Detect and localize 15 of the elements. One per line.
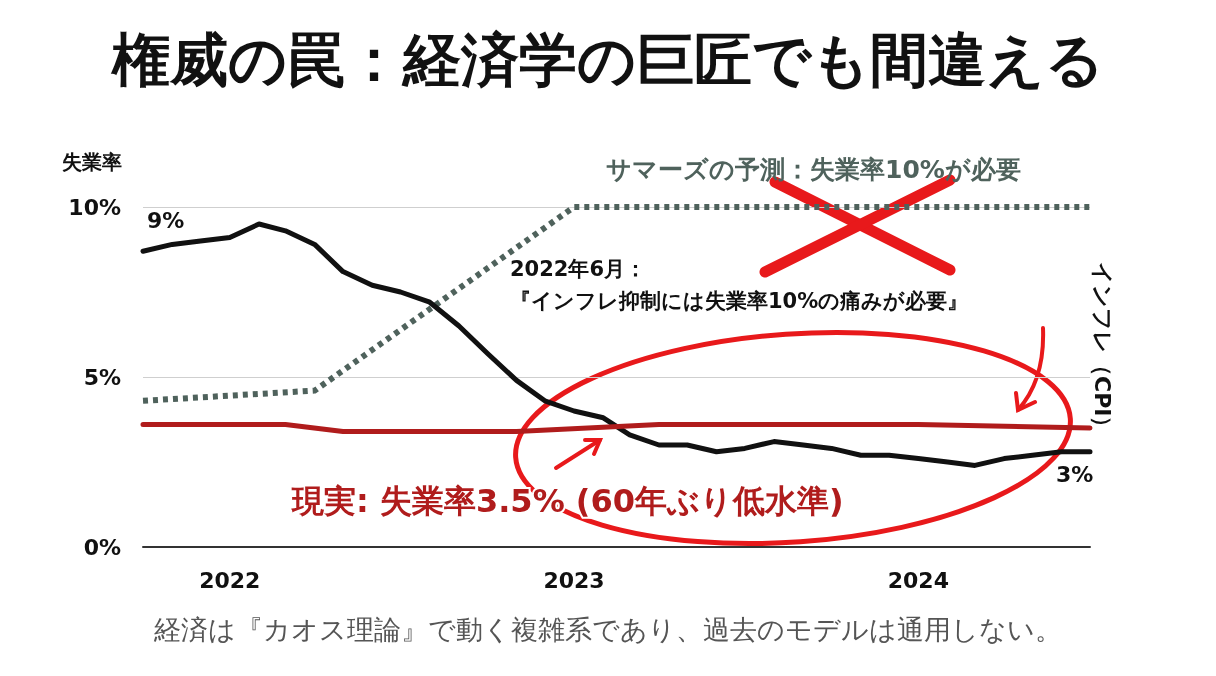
text: インフレ（CPI） bbox=[1089, 262, 1115, 439]
series-label: サマーズの予測：失業率10%が必要 bbox=[606, 155, 1021, 184]
y-tick-label: 0% bbox=[83, 534, 121, 560]
y-tick-label: 10% bbox=[68, 194, 121, 220]
annotation: 『インフレ抑制には失業率10%の痛みが必要』 bbox=[510, 288, 969, 313]
annotation: 9% bbox=[147, 207, 185, 233]
y-tick-label: 5% bbox=[83, 364, 121, 390]
chart-title: 権威の罠：経済学の巨匠でも間違える bbox=[110, 26, 1104, 94]
annotation: 3% bbox=[1056, 462, 1094, 488]
x-tick-label: 2022 bbox=[199, 567, 261, 593]
y-axis-title: 失業率 bbox=[62, 150, 122, 174]
text: 経済は『カオス理論』で動く複雑系であり、過去のモデルは通用しない。 bbox=[153, 614, 1062, 645]
x-tick-label: 2023 bbox=[543, 567, 605, 593]
annotation: 2022年6月： bbox=[510, 256, 647, 281]
x-tick-label: 2024 bbox=[887, 567, 949, 593]
